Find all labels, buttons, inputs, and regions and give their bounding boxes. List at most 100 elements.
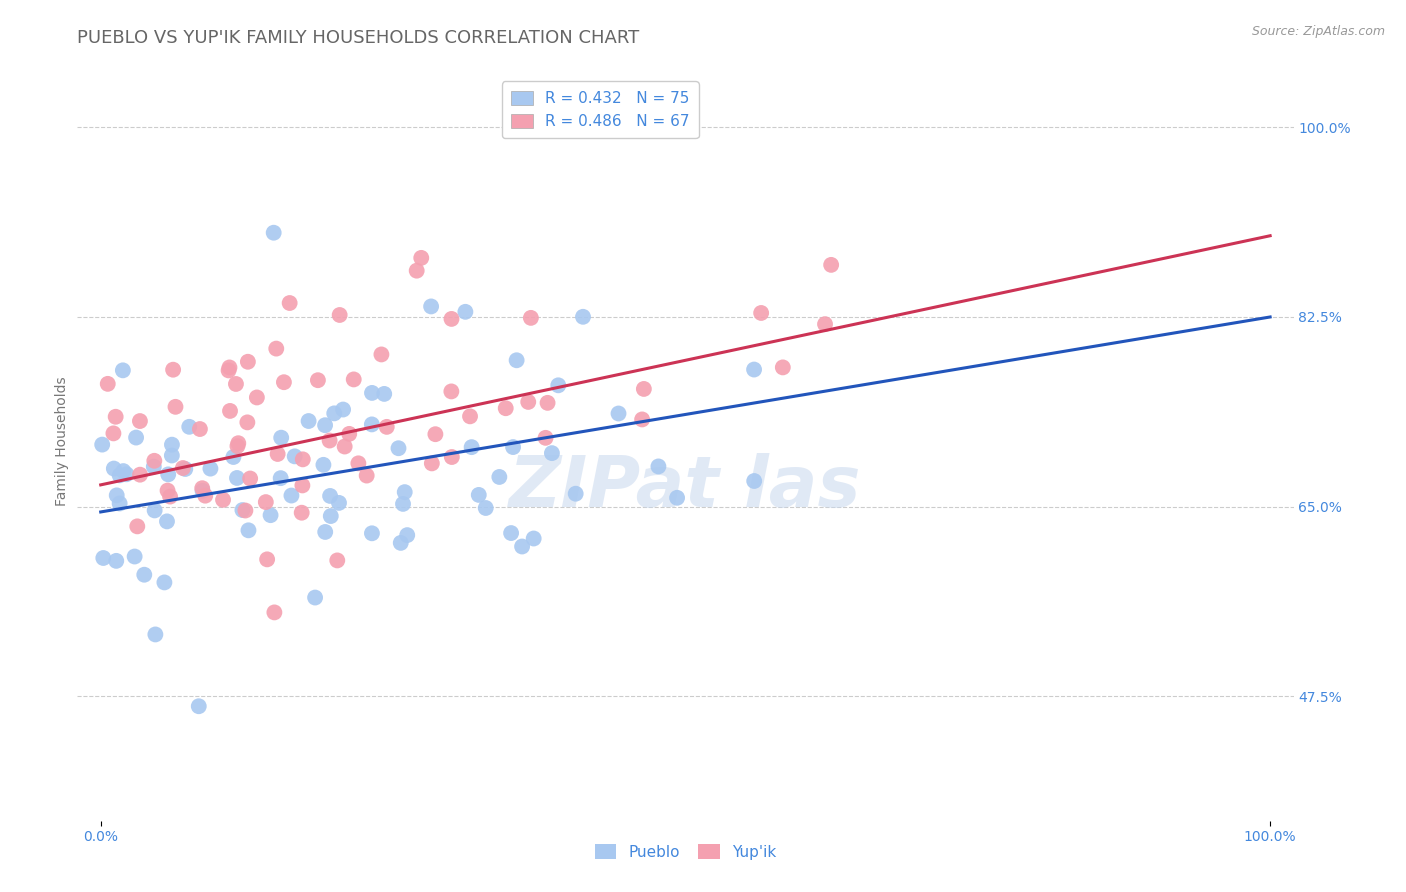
Point	[454, 305, 477, 319]
Point	[270, 431, 292, 445]
Point	[392, 497, 415, 511]
Point	[263, 226, 285, 240]
Point	[188, 422, 211, 436]
Point	[129, 414, 152, 428]
Point	[356, 468, 378, 483]
Point	[246, 391, 269, 405]
Point	[191, 481, 214, 495]
Point	[143, 454, 166, 468]
Point	[440, 384, 463, 399]
Point	[541, 446, 564, 460]
Point	[111, 363, 134, 377]
Point	[159, 490, 181, 504]
Point	[179, 419, 201, 434]
Point	[103, 426, 125, 441]
Point	[534, 431, 557, 445]
Point	[394, 485, 416, 500]
Point	[389, 536, 412, 550]
Point	[314, 524, 336, 539]
Point	[326, 553, 349, 567]
Point	[343, 372, 366, 386]
Point	[145, 627, 167, 641]
Point	[187, 699, 209, 714]
Point	[501, 526, 523, 541]
Point	[319, 509, 342, 524]
Point	[304, 591, 326, 605]
Point	[291, 506, 314, 520]
Point	[280, 489, 302, 503]
Point	[502, 440, 524, 454]
Point	[134, 567, 156, 582]
Point	[772, 360, 794, 375]
Point	[420, 456, 443, 470]
Point	[564, 486, 586, 500]
Point	[411, 251, 433, 265]
Point	[488, 470, 510, 484]
Point	[231, 503, 253, 517]
Point	[425, 427, 447, 442]
Point	[440, 312, 463, 326]
Point	[156, 515, 179, 529]
Point	[112, 464, 135, 478]
Point	[103, 461, 125, 475]
Point	[225, 376, 247, 391]
Point	[505, 353, 527, 368]
Point	[314, 418, 336, 433]
Point	[200, 461, 222, 475]
Point	[226, 471, 249, 485]
Point	[162, 362, 184, 376]
Point	[666, 491, 689, 505]
Point	[172, 461, 194, 475]
Point	[517, 395, 540, 409]
Point	[440, 450, 463, 464]
Text: PUEBLO VS YUP'IK FAMILY HOUSEHOLDS CORRELATION CHART: PUEBLO VS YUP'IK FAMILY HOUSEHOLDS CORRE…	[77, 29, 640, 47]
Point	[405, 263, 427, 277]
Point	[191, 483, 214, 498]
Point	[165, 400, 187, 414]
Point	[520, 310, 543, 325]
Point	[108, 496, 131, 510]
Legend: Pueblo, Yup'ik: Pueblo, Yup'ik	[589, 838, 782, 866]
Point	[387, 442, 409, 456]
Point	[631, 412, 654, 426]
Point	[124, 549, 146, 564]
Point	[157, 467, 180, 482]
Point	[474, 500, 496, 515]
Point	[297, 414, 319, 428]
Point	[218, 363, 240, 377]
Point	[160, 449, 183, 463]
Point	[523, 532, 546, 546]
Point	[337, 426, 360, 441]
Point	[273, 375, 295, 389]
Point	[174, 462, 197, 476]
Point	[263, 606, 285, 620]
Point	[259, 508, 281, 523]
Point	[332, 402, 354, 417]
Point	[373, 387, 395, 401]
Point	[238, 524, 260, 538]
Text: Source: ZipAtlas.com: Source: ZipAtlas.com	[1251, 25, 1385, 38]
Point	[194, 489, 217, 503]
Point	[97, 376, 120, 391]
Point	[312, 458, 335, 472]
Point	[236, 416, 259, 430]
Point	[254, 495, 277, 509]
Point	[266, 447, 288, 461]
Point	[742, 362, 765, 376]
Point	[127, 519, 149, 533]
Point	[143, 503, 166, 517]
Point	[633, 382, 655, 396]
Point	[323, 406, 346, 420]
Point	[307, 373, 329, 387]
Point	[458, 409, 481, 424]
Point	[647, 459, 669, 474]
Point	[749, 306, 772, 320]
Point	[239, 471, 262, 485]
Point	[129, 467, 152, 482]
Point	[291, 452, 314, 467]
Point	[278, 296, 301, 310]
Point	[105, 554, 128, 568]
Point	[333, 440, 356, 454]
Point	[572, 310, 595, 324]
Point	[420, 300, 443, 314]
